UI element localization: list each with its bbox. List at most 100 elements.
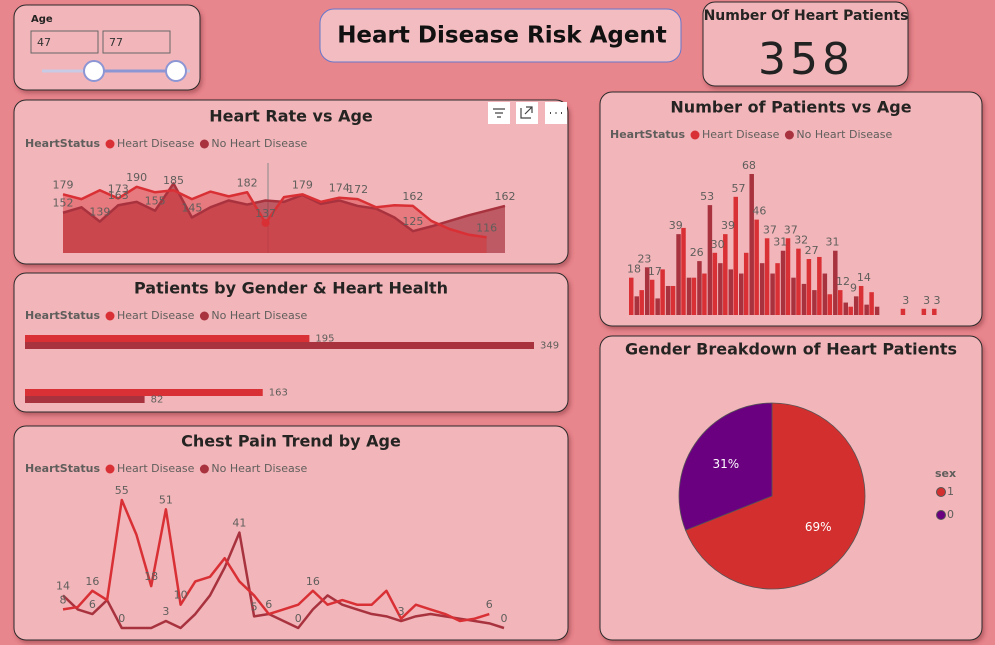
- chart-title: Patients by Gender & Heart Health: [134, 279, 448, 298]
- data-label: 31%: [713, 457, 740, 471]
- data-label: 9: [850, 281, 857, 294]
- line: [62, 531, 505, 630]
- column: [822, 273, 828, 315]
- column: [817, 256, 822, 315]
- column: [858, 285, 864, 315]
- data-label: 0: [118, 612, 125, 625]
- min-input[interactable]: [30, 30, 99, 54]
- filter-icon: [493, 108, 505, 118]
- data-label: 8: [60, 593, 67, 606]
- column: [697, 261, 702, 315]
- slider-handle[interactable]: [165, 60, 187, 82]
- column: [686, 277, 692, 315]
- column: [932, 308, 937, 315]
- legend-label: No Heart Disease: [211, 462, 307, 475]
- column: [670, 285, 676, 315]
- data-label: 6: [89, 598, 96, 611]
- column: [629, 277, 634, 315]
- column: [775, 263, 780, 315]
- data-label: 139: [89, 206, 110, 219]
- legend-label: No Heart Disease: [211, 309, 307, 322]
- column: [743, 252, 749, 315]
- column: [660, 269, 665, 315]
- column: [702, 273, 707, 315]
- slider-handle[interactable]: [83, 60, 105, 82]
- chart-title: Gender Breakdown of Heart Patients: [625, 340, 957, 359]
- column: [869, 292, 874, 315]
- column: [676, 234, 681, 315]
- chart-panel: [599, 91, 983, 327]
- data-label: 3: [162, 605, 169, 618]
- column: [665, 285, 671, 315]
- area: [63, 186, 487, 253]
- legend-label: Heart Disease: [117, 137, 195, 150]
- data-label: 18: [627, 263, 641, 276]
- legend-label: 0: [947, 508, 954, 521]
- legend-marker: [784, 130, 794, 140]
- column: [843, 302, 848, 315]
- bar: [25, 389, 263, 396]
- pie-slice: [678, 402, 773, 531]
- data-label: 31: [773, 236, 787, 249]
- column: [806, 259, 812, 315]
- legend-marker: [105, 464, 115, 474]
- data-label: 27: [805, 244, 819, 257]
- column: [728, 269, 734, 315]
- chart-title: Heart Rate vs Age: [209, 107, 373, 126]
- data-label: 0: [295, 612, 302, 625]
- data-label: 69%: [805, 520, 832, 534]
- column: [770, 273, 775, 315]
- column: [707, 205, 713, 315]
- max-value: 77: [109, 36, 123, 49]
- data-label: 39: [669, 219, 683, 232]
- chart-title: Chest Pain Trend by Age: [181, 432, 401, 451]
- kpi-value: 358: [758, 34, 854, 85]
- data-label: 17: [648, 265, 662, 278]
- data-label: 190: [126, 171, 147, 184]
- highlight-point: [261, 218, 270, 227]
- data-label: 349: [540, 341, 559, 352]
- column: [681, 227, 686, 315]
- legend-title: sex: [935, 467, 956, 480]
- column: [712, 252, 718, 315]
- legend-label: Heart Disease: [117, 462, 195, 475]
- data-label: 185: [163, 174, 184, 187]
- data-label: 163: [108, 189, 129, 202]
- data-label: 6: [265, 598, 272, 611]
- legend-label: 1: [947, 485, 954, 498]
- legend-title: HeartStatus: [610, 128, 685, 141]
- column: [812, 290, 817, 315]
- data-label: 53: [700, 190, 714, 203]
- data-label: 18: [144, 570, 158, 583]
- data-label: 162: [402, 190, 423, 203]
- data-label: 174: [329, 182, 350, 195]
- visual-toolbar: [488, 102, 567, 124]
- focus-icon: [520, 106, 533, 119]
- column: [921, 308, 927, 315]
- data-label: 41: [232, 517, 246, 530]
- max-input[interactable]: [102, 30, 171, 54]
- data-label: 51: [159, 493, 173, 506]
- data-label: 46: [752, 205, 766, 218]
- legend-marker: [199, 311, 209, 321]
- column: [838, 290, 843, 315]
- data-label: 26: [690, 246, 704, 259]
- data-label: 172: [347, 183, 368, 196]
- column: [718, 263, 723, 315]
- data-label: 12: [836, 275, 850, 288]
- column: [785, 238, 791, 315]
- data-label: 14: [857, 271, 871, 284]
- column: [634, 296, 639, 315]
- legend-marker: [936, 487, 946, 497]
- legend-label: Heart Disease: [117, 309, 195, 322]
- kpi-label: Number Of Heart Patients: [704, 8, 909, 24]
- column: [853, 296, 859, 315]
- legend-marker: [936, 510, 946, 520]
- kpi-card: [702, 1, 909, 87]
- focus-button[interactable]: [516, 102, 538, 124]
- column: [739, 273, 744, 315]
- data-label: 116: [476, 221, 497, 234]
- data-label: 0: [501, 612, 508, 625]
- column: [733, 196, 738, 315]
